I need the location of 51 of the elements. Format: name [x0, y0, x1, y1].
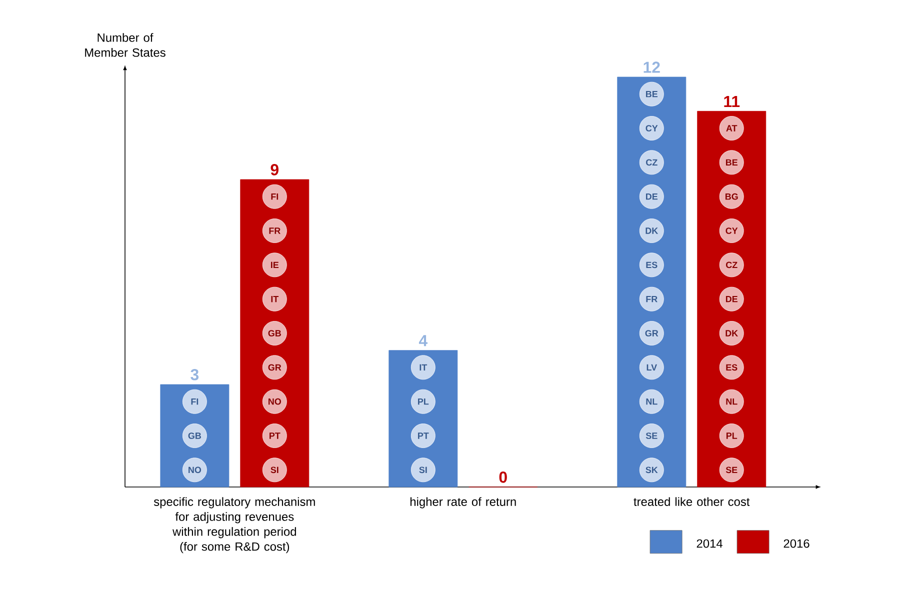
data-label: 3: [190, 369, 199, 380]
legend-label: 2014: [696, 539, 722, 548]
annotation: GB: [268, 330, 281, 336]
y-axis-title: Number of Member States: [85, 33, 166, 57]
annotation: FR: [269, 228, 280, 234]
x-tick-label: specific regulatory mechanism for adjusting revenues within regulation period (for some R&D cost): [154, 497, 315, 554]
annotation: BG: [725, 193, 738, 200]
data-label: 9: [270, 164, 278, 176]
annotation: PT: [418, 432, 429, 439]
annotation: SK: [646, 466, 658, 474]
annotation: ES: [726, 364, 738, 371]
annotation: SI: [270, 466, 278, 474]
annotation: SI: [419, 466, 427, 474]
annotation: IT: [420, 364, 428, 370]
annotation: SE: [646, 432, 658, 439]
annotation: IT: [271, 296, 279, 302]
data-label: 12: [644, 62, 660, 73]
annotation: FI: [271, 193, 278, 200]
annotation: DK: [726, 330, 738, 336]
annotation: GR: [645, 330, 658, 336]
data-label: 0: [499, 472, 507, 483]
annotation: PL: [726, 432, 738, 439]
annotation: CZ: [646, 159, 658, 166]
annotation: GR: [268, 364, 282, 371]
annotation: DE: [646, 193, 658, 200]
annotation: BE: [726, 159, 738, 166]
data-label: 4: [418, 335, 428, 346]
annotation: NL: [646, 398, 658, 405]
x-tick-label: treated like other cost: [634, 497, 750, 506]
annotation: BE: [646, 90, 658, 98]
annotation: IE: [271, 262, 279, 268]
annotation: CZ: [726, 262, 738, 268]
annotation: NO: [188, 466, 202, 474]
annotation: CY: [646, 125, 658, 132]
legend-label: 2016: [784, 539, 810, 548]
annotation: AT: [726, 125, 738, 132]
annotation: SE: [726, 466, 738, 474]
annotation: FI: [191, 398, 198, 405]
annotation: GB: [188, 432, 201, 439]
annotation: CY: [726, 228, 738, 234]
annotation: PT: [270, 432, 280, 439]
annotation: DK: [646, 228, 658, 234]
annotation: NL: [726, 398, 738, 405]
annotation: ES: [646, 262, 658, 268]
annotation: PL: [418, 398, 429, 405]
x-tick-label: higher rate of return: [410, 497, 516, 508]
data-label: 11: [724, 96, 740, 107]
annotation: FR: [646, 296, 658, 302]
annotation: DE: [726, 296, 738, 302]
annotation: NO: [268, 398, 281, 405]
annotation: LV: [646, 364, 657, 370]
